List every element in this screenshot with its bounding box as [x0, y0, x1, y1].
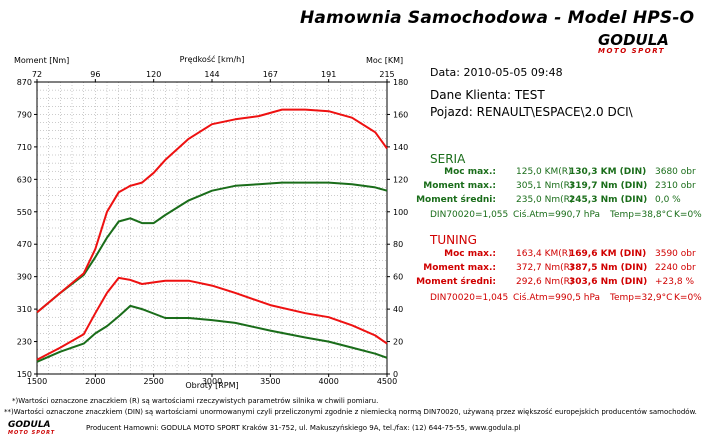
- vehicle-name: Pojazd: RENAULT\ESPACE\2.0 DCI\: [430, 105, 633, 119]
- tuning-result-label: Moment średni:: [416, 277, 496, 287]
- y-right-tick-label: 80: [393, 240, 403, 249]
- logo-sub-text: MOTO SPORT: [598, 47, 666, 55]
- seria-result-value-r: 125,0 KM(R): [516, 167, 572, 177]
- tuning-result-value-din: 387,5 Nm (DIN): [569, 263, 648, 273]
- seria-result-value-din: 130,3 KM (DIN): [569, 167, 647, 177]
- y-right-tick-label: 60: [393, 273, 403, 282]
- series-tuning-power-line: [36, 108, 388, 314]
- seria-temp: Temp=38,8°C: [610, 210, 673, 220]
- y-right-tick-label: 40: [393, 305, 403, 314]
- footer-logo: GODULA MOTO SPORT: [8, 420, 56, 437]
- y-right-tick-label: 100: [393, 208, 408, 217]
- tuning-result-value-r: 372,7 Nm(R): [516, 263, 574, 273]
- tuning-result-label: Moment max.:: [423, 263, 496, 273]
- y-right-axis-label: Moc [KM]: [366, 56, 403, 65]
- x-tick-label: 4500: [377, 377, 397, 386]
- seria-header: SERIA: [430, 152, 466, 166]
- tuning-temp: Temp=32,9°C: [610, 293, 673, 303]
- series-seria-power-line: [36, 181, 388, 314]
- series-tuning-torque-line: [36, 276, 388, 361]
- tuning-result-value-rpm: 3590 obr: [655, 249, 696, 259]
- y-right-tick-label: 180: [393, 78, 408, 87]
- footer-logo-main: GODULA: [8, 420, 51, 430]
- series-seria-torque-line: [36, 304, 388, 363]
- y-right-tick-label: 0: [393, 370, 398, 379]
- footer-note-2: **)Wartości oznaczone znaczkiem (DIN) są…: [4, 408, 697, 416]
- seria-result-label: Moc max.:: [444, 167, 496, 177]
- y-left-axis-label: Moment [Nm]: [14, 56, 69, 65]
- y-left-tick-label: 870: [17, 78, 32, 87]
- top-tick-label: 120: [146, 70, 161, 79]
- y-left-tick-label: 790: [17, 110, 32, 119]
- tuning-result-value-rpm: +23,8 %: [655, 277, 694, 287]
- tuning-result-value-din: 303,6 Nm (DIN): [569, 277, 648, 287]
- seria-atm: Ciś.Atm=990,7 hPa: [513, 210, 601, 220]
- chart-series: [36, 108, 388, 363]
- y-left-tick-label: 230: [17, 338, 32, 347]
- tuning-din: DIN70020=1,045: [430, 293, 509, 303]
- x-tick-label: 1500: [27, 377, 47, 386]
- seria-result-label: Moment max.:: [423, 181, 496, 191]
- seria-result-value-din: 245,3 Nm (DIN): [569, 195, 648, 205]
- x-tick-label: 4000: [318, 377, 338, 386]
- page-title: Hamownia Samochodowa - Model HPS-O: [300, 8, 695, 28]
- y-left-tick-label: 710: [17, 143, 32, 152]
- y-left-tick-label: 150: [17, 370, 32, 379]
- footer-producer: Producent Hamowni: GODULA MOTO SPORT Kra…: [86, 424, 521, 432]
- chart-grid: [37, 82, 387, 374]
- y-left-tick-label: 390: [17, 273, 32, 282]
- top-tick-label: 72: [32, 70, 42, 79]
- seria-result-value-din: 319,7 Nm (DIN): [569, 181, 648, 191]
- y-right-tick-label: 20: [393, 338, 403, 347]
- seria-result-label: Moment średni:: [416, 195, 496, 205]
- y-left-tick-label: 470: [17, 240, 32, 249]
- seria-din: DIN70020=1,055: [430, 210, 509, 220]
- top-tick-label: 167: [263, 70, 278, 79]
- y-right-tick-label: 160: [393, 110, 408, 119]
- tuning-atm: Ciś.Atm=990,5 hPa: [513, 293, 601, 303]
- seria-result-value-rpm: 3680 obr: [655, 167, 696, 177]
- x-tick-label: 3000: [202, 377, 222, 386]
- logo-main-text: GODULA: [598, 31, 669, 49]
- client-name: Dane Klienta: TEST: [430, 88, 545, 102]
- footer-note-1: *)Wartości oznaczone znaczkiem (R) są wa…: [12, 397, 379, 405]
- y-left-tick-label: 630: [17, 175, 32, 184]
- x-tick-label: 3500: [260, 377, 280, 386]
- y-right-tick-label: 120: [393, 175, 408, 184]
- godula-logo: GODULA MOTO SPORT: [598, 31, 684, 56]
- top-tick-label: 191: [321, 70, 336, 79]
- tuning-result-value-r: 292,6 Nm(R): [516, 277, 574, 287]
- top-tick-label: 144: [204, 70, 219, 79]
- top-tick-label: 96: [90, 70, 100, 79]
- seria-result-value-rpm: 0,0 %: [655, 195, 681, 205]
- tuning-result-label: Moc max.:: [444, 249, 496, 259]
- x-tick-label: 2000: [85, 377, 105, 386]
- y-left-tick-label: 550: [17, 208, 32, 217]
- seria-result-value-r: 235,0 Nm(R): [516, 195, 574, 205]
- footer-logo-sub: MOTO SPORT: [8, 430, 56, 436]
- seria-result-value-r: 305,1 Nm(R): [516, 181, 574, 191]
- top-axis-label: Prędkość [km/h]: [180, 54, 245, 64]
- x-axis-label: Obroty [RPM]: [185, 381, 238, 390]
- tuning-header: TUNING: [430, 233, 477, 247]
- tuning-k: K=0%: [674, 293, 702, 303]
- tuning-result-value-r: 163,4 KM(R): [516, 249, 572, 259]
- seria-result-value-rpm: 2310 obr: [655, 181, 696, 191]
- seria-k: K=0%: [674, 210, 702, 220]
- tuning-result-value-rpm: 2240 obr: [655, 263, 696, 273]
- top-tick-label: 215: [379, 70, 394, 79]
- y-left-tick-label: 310: [17, 305, 32, 314]
- x-tick-label: 2500: [143, 377, 163, 386]
- y-right-tick-label: 140: [393, 143, 408, 152]
- test-date: Data: 2010-05-05 09:48: [430, 66, 563, 79]
- tuning-result-value-din: 169,6 KM (DIN): [569, 249, 647, 259]
